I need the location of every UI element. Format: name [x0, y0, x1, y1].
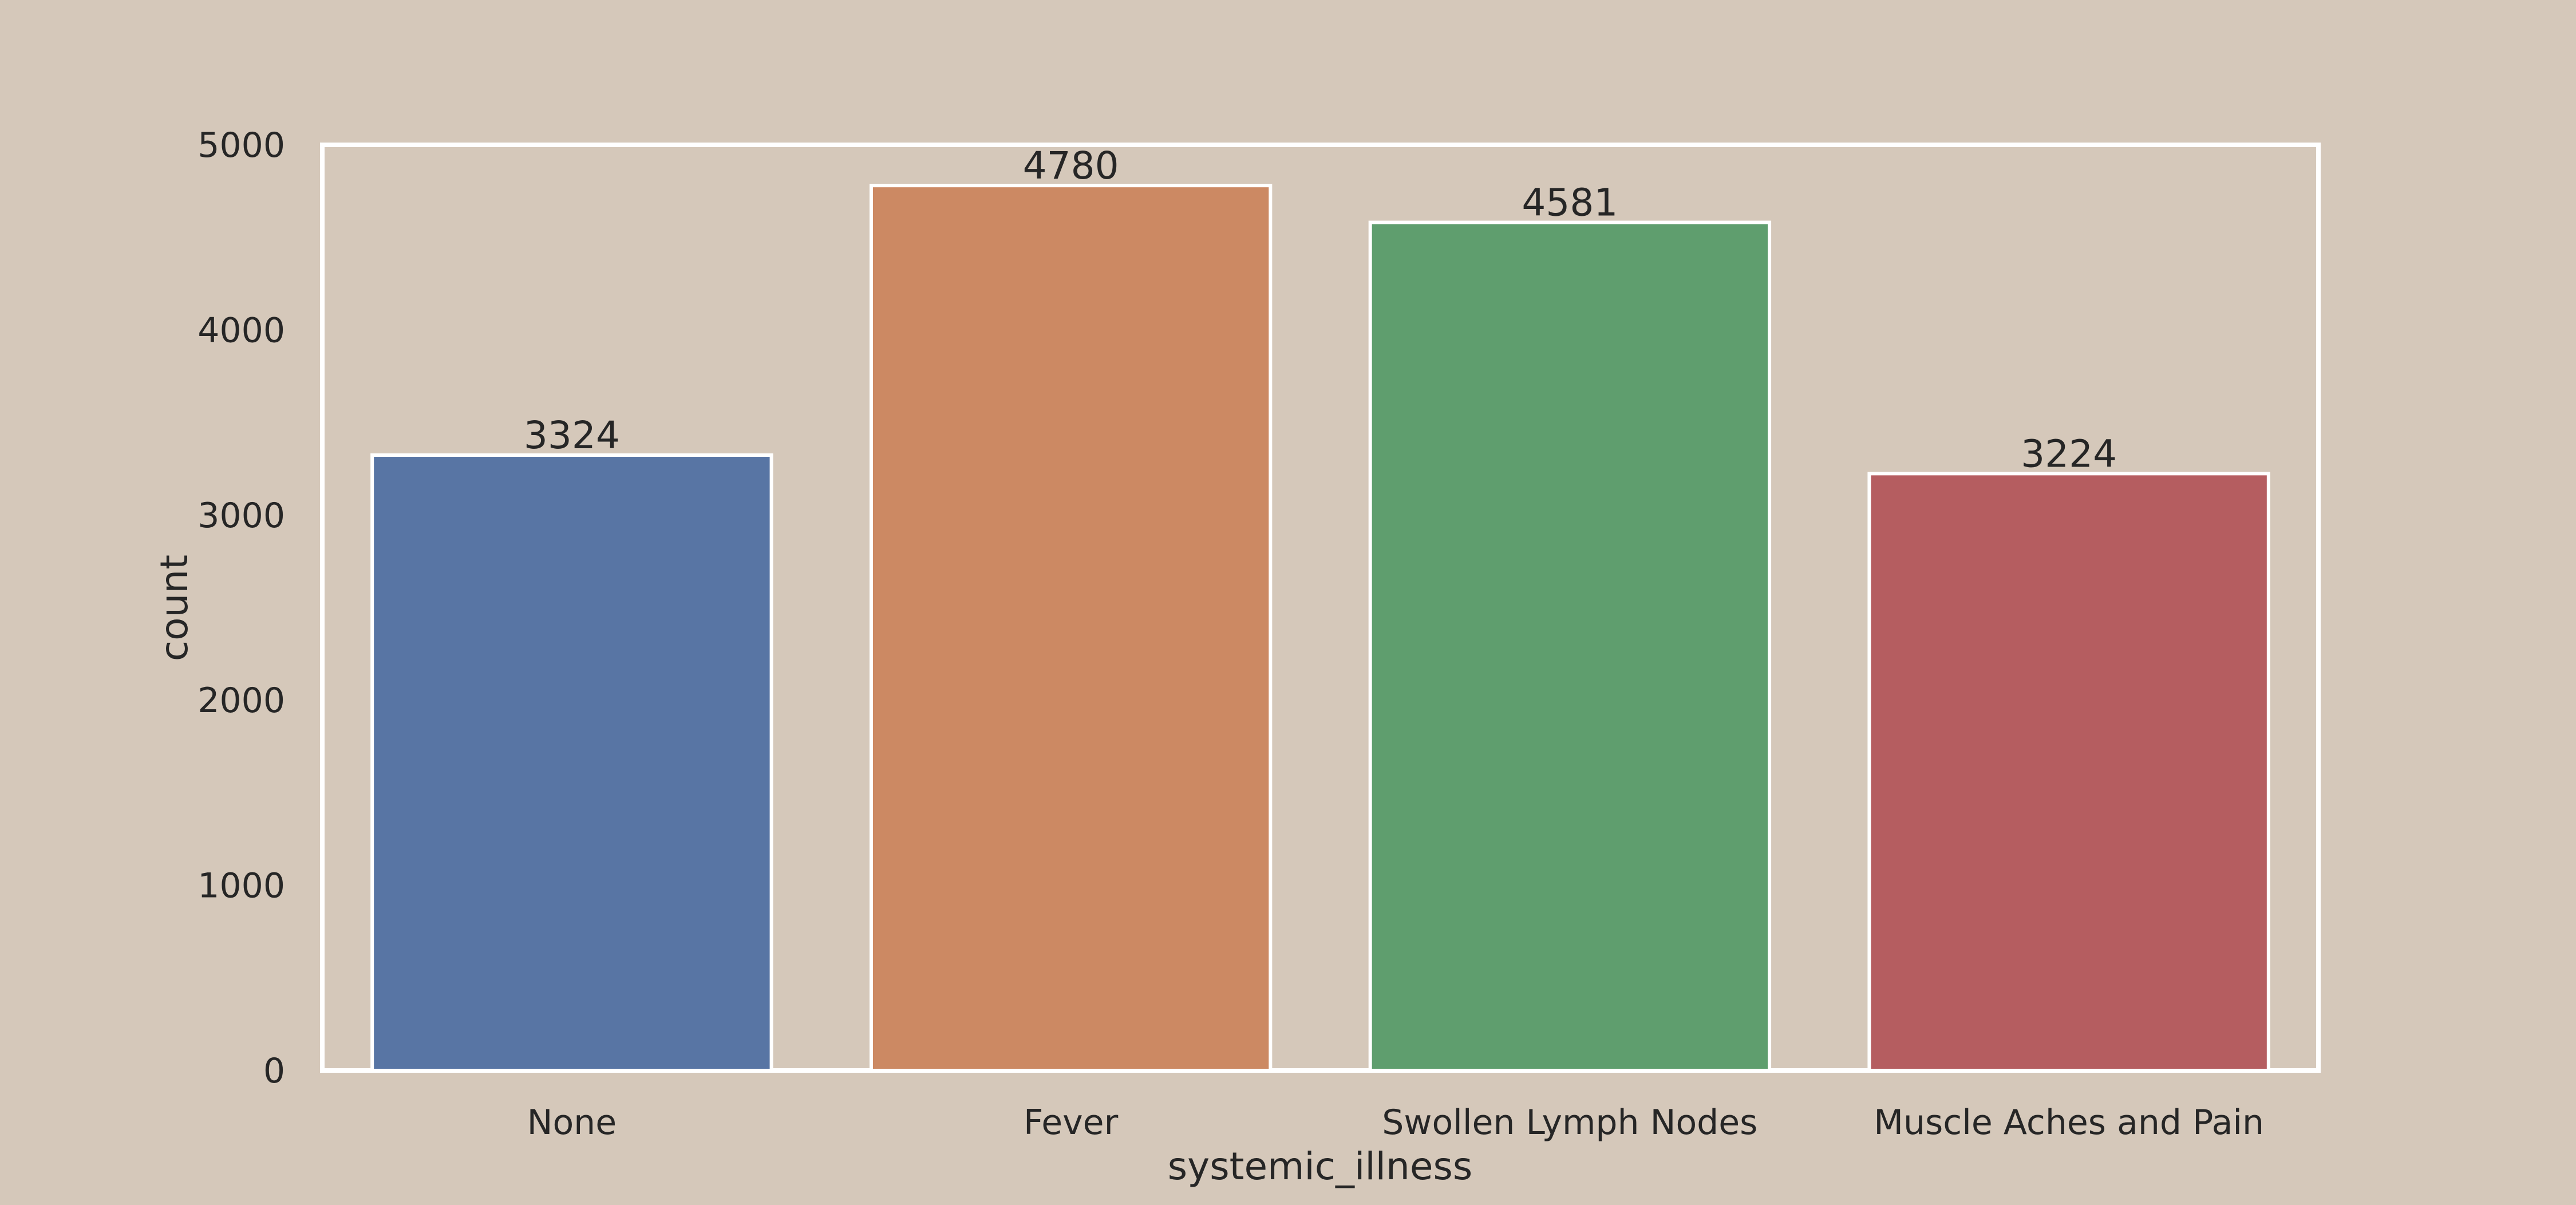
y-tick-label-5: 5000: [197, 125, 285, 165]
y-tick-label-1: 1000: [197, 866, 285, 906]
bar-value-label-0: 3324: [524, 413, 620, 457]
data-labels-group: 3324 4780 4581 3224: [524, 144, 2117, 476]
x-tick-label-0: None: [527, 1103, 617, 1143]
plot-frame: [320, 143, 2321, 1073]
x-tick-label-1: Fever: [1024, 1103, 1119, 1143]
x-axis-title: systemic_illness: [1168, 1144, 1472, 1188]
bar-2: [1368, 220, 1772, 1072]
x-tick-label-3: Muscle Aches and Pain: [1874, 1103, 2264, 1143]
y-tick-label-2: 2000: [197, 681, 285, 721]
bar-0: [370, 453, 773, 1072]
y-axis-title: count: [152, 555, 196, 661]
x-tick-label-2: Swollen Lymph Nodes: [1382, 1103, 1757, 1143]
y-tick-label-4: 4000: [197, 310, 285, 350]
bars-group: [370, 184, 2270, 1073]
bar-value-label-1: 4780: [1023, 144, 1119, 188]
y-axis-ticks: 0 1000 2000 3000 4000 5000: [197, 125, 285, 1091]
y-tick-label-3: 3000: [197, 496, 285, 536]
bar-value-label-3: 3224: [2021, 432, 2117, 476]
y-tick-label-0: 0: [263, 1051, 285, 1091]
bar-1: [869, 184, 1273, 1073]
bar-value-label-2: 4581: [1522, 181, 1618, 225]
bar-3: [1867, 472, 2270, 1072]
x-axis-ticks: None Fever Swollen Lymph Nodes Muscle Aches…: [527, 1103, 2264, 1143]
